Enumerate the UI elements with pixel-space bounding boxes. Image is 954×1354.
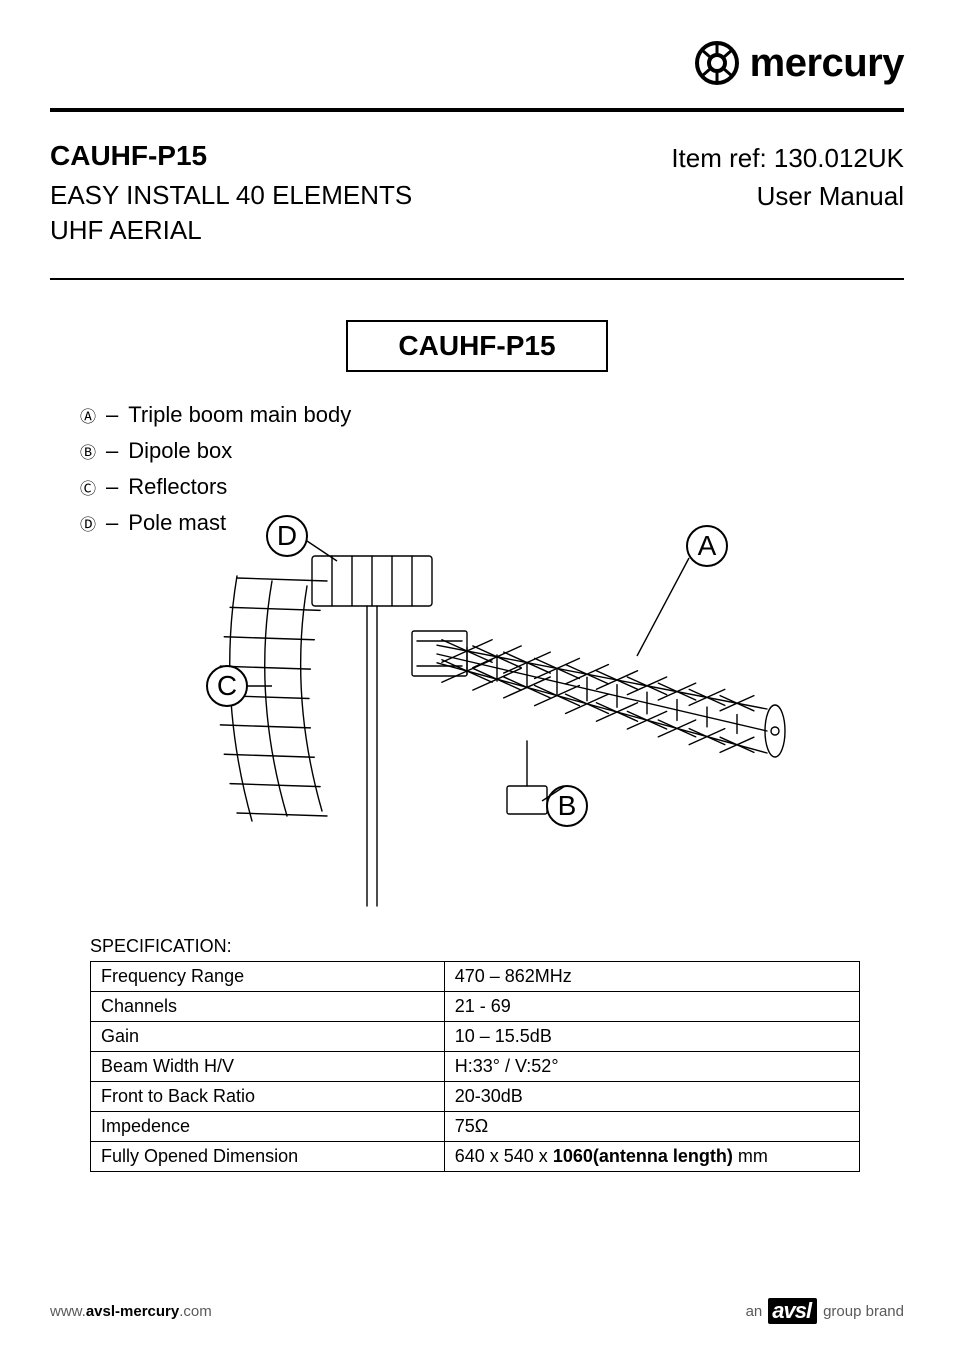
model-box: CAUHF-P15 (346, 320, 607, 372)
brand-row: mercury (50, 40, 904, 86)
url-suffix: .com (179, 1303, 212, 1320)
table-row: Beam Width H/VH:33° / V:52° (91, 1052, 860, 1082)
divider-thin (50, 278, 904, 280)
part-name: Triple boom main body (128, 402, 351, 428)
footer-right-prefix: an (746, 1303, 763, 1320)
spec-value: 470 – 862MHz (444, 962, 859, 992)
part-name: Dipole box (128, 438, 232, 464)
spec-value: 10 – 15.5dB (444, 1022, 859, 1052)
part-letter: Ⓑ (80, 439, 96, 463)
table-row: Gain10 – 15.5dB (91, 1022, 860, 1052)
item-ref: Item ref: 130.012UK (671, 140, 904, 178)
table-row: Impedence75Ω (91, 1112, 860, 1142)
svg-text:D: D (277, 520, 297, 551)
footer-right-suffix: group brand (823, 1303, 904, 1320)
svg-text:C: C (217, 670, 237, 701)
spec-table: Frequency Range470 – 862MHzChannels21 - … (90, 961, 860, 1172)
table-row: Channels21 - 69 (91, 992, 860, 1022)
spec-label: Front to Back Ratio (91, 1082, 445, 1112)
part-letter: Ⓐ (80, 403, 96, 427)
spec-label: Channels (91, 992, 445, 1022)
spec-value: H:33° / V:52° (444, 1052, 859, 1082)
spec-value: 20-30dB (444, 1082, 859, 1112)
doc-type: User Manual (671, 178, 904, 216)
mercury-mark-icon (694, 40, 740, 86)
spec-heading: SPECIFICATION: (90, 936, 904, 957)
dash: – (106, 402, 118, 428)
svg-text:A: A (698, 530, 717, 561)
part-line: Ⓐ–Triple boom main body (80, 402, 904, 428)
brand-logo: mercury (694, 40, 904, 86)
footer-right: an avsl group brand (746, 1298, 904, 1324)
brand-name: mercury (750, 41, 904, 86)
dash: – (106, 438, 118, 464)
spec-label: Fully Opened Dimension (91, 1142, 445, 1172)
spec-label: Gain (91, 1022, 445, 1052)
table-row: Frequency Range470 – 862MHz (91, 962, 860, 992)
part-line: Ⓑ–Dipole box (80, 438, 904, 464)
footer-url: www.avsl-mercury.com (50, 1303, 212, 1320)
header-left: CAUHF-P15 EASY INSTALL 40 ELEMENTS UHF A… (50, 140, 412, 248)
table-row: Fully Opened Dimension640 x 540 x 1060(a… (91, 1142, 860, 1172)
spec-value: 21 - 69 (444, 992, 859, 1022)
diagram-wrap: A B C D (50, 486, 904, 916)
model-box-wrap: CAUHF-P15 (50, 320, 904, 372)
spec-value: 640 x 540 x 1060(antenna length) mm (444, 1142, 859, 1172)
subtitle-line1: EASY INSTALL 40 ELEMENTS (50, 178, 412, 213)
spec-label: Impedence (91, 1112, 445, 1142)
table-row: Front to Back Ratio20-30dB (91, 1082, 860, 1112)
dash: – (106, 510, 118, 536)
url-prefix: www. (50, 1303, 86, 1320)
url-bold: avsl-mercury (86, 1303, 179, 1320)
avsl-logo: avsl (768, 1298, 817, 1324)
svg-text:B: B (558, 790, 577, 821)
footer: www.avsl-mercury.com an avsl group brand (50, 1298, 904, 1324)
model-code: CAUHF-P15 (50, 140, 412, 172)
spec-value: 75Ω (444, 1112, 859, 1142)
divider-thick (50, 108, 904, 112)
spec-label: Frequency Range (91, 962, 445, 992)
antenna-diagram: A B C D (157, 486, 797, 916)
subtitle-line2: UHF AERIAL (50, 213, 412, 248)
part-letter: Ⓓ (80, 511, 96, 535)
part-letter: Ⓒ (80, 475, 96, 499)
header-right: Item ref: 130.012UK User Manual (671, 140, 904, 215)
header-block: CAUHF-P15 EASY INSTALL 40 ELEMENTS UHF A… (50, 140, 904, 248)
dash: – (106, 474, 118, 500)
spec-label: Beam Width H/V (91, 1052, 445, 1082)
